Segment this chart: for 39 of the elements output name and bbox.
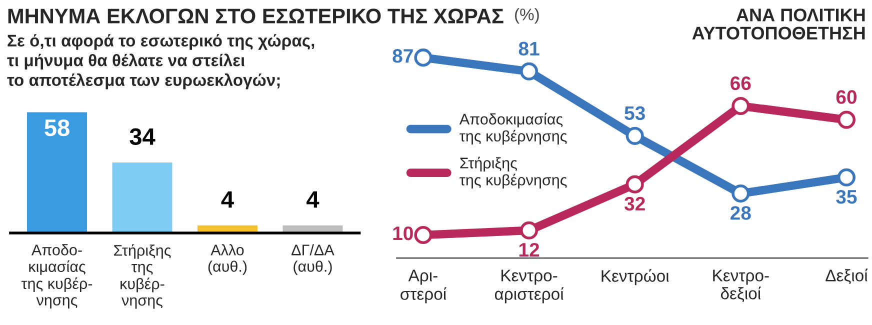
data-label: 32 (624, 196, 645, 211)
data-label: 4 (221, 191, 234, 208)
point (837, 110, 856, 129)
text: (%) (515, 8, 539, 24)
data-label: 12 (519, 242, 540, 257)
x-tick-label: Στήριξης της κυβέρ- νησης (114, 244, 171, 309)
x-tick-label: ΔΓ/ΔΑ (αυθ.) (292, 244, 334, 275)
point (626, 126, 644, 145)
point (626, 175, 644, 194)
point (837, 168, 856, 186)
point (732, 96, 750, 115)
x-tick-label: Κεντρώοι (602, 269, 669, 286)
data-label: 4 (306, 191, 320, 208)
data-label: 60 (836, 90, 856, 104)
chart-title: ΑΝΑ ΠΟΛΙΤΙΚΗ ΑΥΤΟΤΟΠΟΘΕΤΗΣΗ (692, 8, 865, 40)
point (414, 48, 432, 67)
x-tick-label: Κεντρο- αριστεροί (494, 270, 564, 304)
data-label: 28 (730, 206, 751, 220)
x-tick-label: Κεντρο- δεξιοί (713, 270, 769, 302)
point (520, 221, 538, 240)
chart-subtitle: Σε ό,τι αφορά το εσωτερικό της χώρας, τι μήνυμα θα θέλατε να στείλει το αποτέλεσμα των ευρωεκλογών; (7, 34, 314, 90)
x-tick-label: Αρι- στεροί (400, 270, 446, 304)
point (732, 184, 750, 203)
data-label: 81 (518, 42, 540, 56)
data-label: 58 (44, 119, 70, 136)
data-label: 10 (393, 226, 413, 240)
data-label: 66 (730, 76, 751, 90)
legend-label: Αποδοκιμασίας της κυβέρνησης (459, 112, 567, 145)
data-label: 87 (392, 49, 413, 63)
point (520, 62, 538, 80)
x-tick-label: Δεξιοί (826, 268, 868, 284)
x-tick-label: Αποδο- κιμασίας της κυβέρ- νησης (21, 244, 92, 309)
chart-title: ΜΗΝΥΜΑ ΕΚΛΟΓΩΝ ΣΤΟ ΕΣΩΤΕΡΙΚΟ ΤΗΣ ΧΩΡΑΣ (8, 8, 504, 24)
x-tick-label: Αλλο (αυθ.) (208, 244, 247, 275)
data-label: 35 (836, 190, 857, 204)
data-label: 34 (130, 128, 156, 146)
legend-label: Στήριξης της κυβέρνησης (460, 156, 567, 188)
point (414, 226, 432, 244)
data-label: 53 (624, 106, 645, 120)
